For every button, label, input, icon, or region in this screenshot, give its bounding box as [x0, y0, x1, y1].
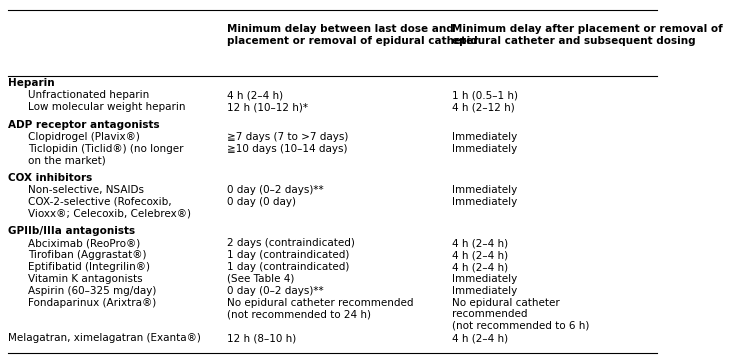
- Text: COX-2-selective (Rofecoxib,
Vioxx®; Celecoxib, Celebrex®): COX-2-selective (Rofecoxib, Vioxx®; Cele…: [28, 197, 191, 218]
- Text: (See Table 4): (See Table 4): [226, 274, 294, 284]
- Text: 1 day (contraindicated): 1 day (contraindicated): [226, 250, 349, 260]
- Text: No epidural catheter recommended
(not recommended to 24 h): No epidural catheter recommended (not re…: [226, 297, 413, 319]
- Text: No epidural catheter
recommended
(not recommended to 6 h): No epidural catheter recommended (not re…: [452, 297, 590, 331]
- Text: Immediately: Immediately: [452, 132, 517, 142]
- Text: Immediately: Immediately: [452, 144, 517, 154]
- Text: 4 h (2–4 h): 4 h (2–4 h): [452, 262, 508, 272]
- Text: Minimum delay between last dose and
placement or removal of epidural catheter: Minimum delay between last dose and plac…: [226, 24, 478, 46]
- Text: 0 day (0–2 days)**: 0 day (0–2 days)**: [226, 286, 323, 296]
- Text: Melagatran, ximelagatran (Exanta®): Melagatran, ximelagatran (Exanta®): [8, 333, 201, 343]
- Text: Clopidrogel (Plavix®): Clopidrogel (Plavix®): [28, 132, 140, 142]
- Text: Minimum delay after placement or removal of
epidural catheter and subsequent dos: Minimum delay after placement or removal…: [452, 24, 722, 46]
- Text: ADP receptor antagonists: ADP receptor antagonists: [8, 120, 160, 130]
- Text: COX inhibitors: COX inhibitors: [8, 173, 92, 183]
- Text: Vitamin K antagonists: Vitamin K antagonists: [28, 274, 142, 284]
- Text: Immediately: Immediately: [452, 185, 517, 195]
- Text: 1 h (0.5–1 h): 1 h (0.5–1 h): [452, 90, 518, 100]
- Text: Ticlopidin (Ticlid®) (no longer
on the market): Ticlopidin (Ticlid®) (no longer on the m…: [28, 144, 184, 165]
- Text: 4 h (2–4 h): 4 h (2–4 h): [452, 333, 508, 343]
- Text: 4 h (2–4 h): 4 h (2–4 h): [226, 90, 283, 100]
- Text: Heparin: Heparin: [8, 78, 55, 88]
- Text: ≧10 days (10–14 days): ≧10 days (10–14 days): [226, 144, 347, 154]
- Text: Fondaparinux (Arixtra®): Fondaparinux (Arixtra®): [28, 297, 156, 308]
- Text: 4 h (2–12 h): 4 h (2–12 h): [452, 102, 514, 112]
- Text: Aspirin (60–325 mg/day): Aspirin (60–325 mg/day): [28, 286, 156, 296]
- Text: Low molecular weight heparin: Low molecular weight heparin: [28, 102, 185, 112]
- Text: ≧7 days (7 to >7 days): ≧7 days (7 to >7 days): [226, 132, 348, 142]
- Text: Unfractionated heparin: Unfractionated heparin: [28, 90, 149, 100]
- Text: 2 days (contraindicated): 2 days (contraindicated): [226, 238, 355, 248]
- Text: 0 day (0 day): 0 day (0 day): [226, 197, 296, 207]
- Text: 0 day (0–2 days)**: 0 day (0–2 days)**: [226, 185, 323, 195]
- Text: 4 h (2–4 h): 4 h (2–4 h): [452, 238, 508, 248]
- Text: GPIIb/IIIa antagonists: GPIIb/IIIa antagonists: [8, 227, 135, 237]
- Text: 1 day (contraindicated): 1 day (contraindicated): [226, 262, 349, 272]
- Text: Immediately: Immediately: [452, 197, 517, 207]
- Text: Immediately: Immediately: [452, 286, 517, 296]
- Text: Immediately: Immediately: [452, 274, 517, 284]
- Text: Non-selective, NSAIDs: Non-selective, NSAIDs: [28, 185, 144, 195]
- Text: 12 h (8–10 h): 12 h (8–10 h): [226, 333, 296, 343]
- Text: 4 h (2–4 h): 4 h (2–4 h): [452, 250, 508, 260]
- Text: Tirofiban (Aggrastat®): Tirofiban (Aggrastat®): [28, 250, 146, 260]
- Text: 12 h (10–12 h)*: 12 h (10–12 h)*: [226, 102, 308, 112]
- Text: Abciximab (ReoPro®): Abciximab (ReoPro®): [28, 238, 140, 248]
- Text: Eptifibatid (Integrilin®): Eptifibatid (Integrilin®): [28, 262, 150, 272]
